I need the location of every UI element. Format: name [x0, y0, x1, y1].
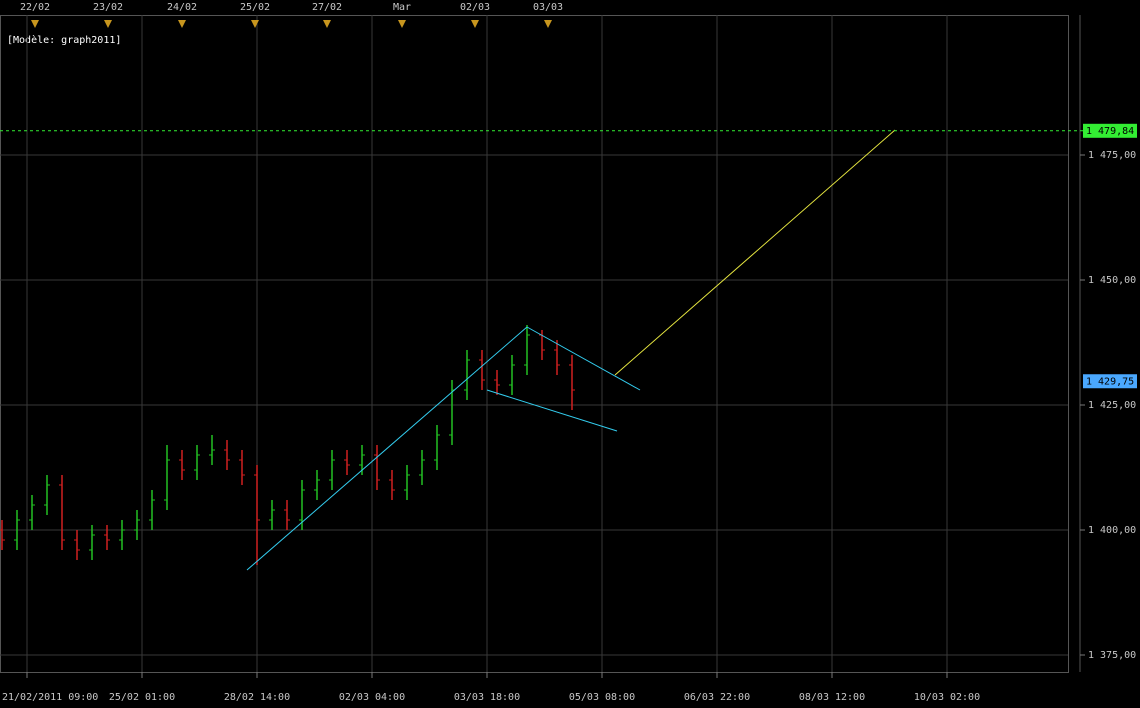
x2-tick-label: 24/02 [167, 2, 197, 13]
x-tick-label: 25/02 01:00 [109, 692, 175, 703]
x-tick-label: 08/03 12:00 [799, 692, 865, 703]
y-tick-label: 1 375,00 [1088, 650, 1136, 661]
trend-line [246, 326, 528, 571]
x2-tick-label: Mar [393, 2, 411, 13]
y-tick-label: 1 400,00 [1088, 525, 1136, 536]
event-marker [178, 20, 186, 28]
y-tick-label: 1 475,00 [1088, 150, 1136, 161]
x-tick-label: 28/02 14:00 [224, 692, 290, 703]
x-tick-label: 05/03 08:00 [569, 692, 635, 703]
x2-tick-label: 23/02 [93, 2, 123, 13]
x2-tick-label: 27/02 [312, 2, 342, 13]
event-marker [398, 20, 406, 28]
x2-tick-label: 03/03 [533, 2, 563, 13]
price-level-label: 1 479,84 [1086, 126, 1134, 137]
price-level-box [1083, 123, 1137, 138]
x-tick-label: 02/03 04:00 [339, 692, 405, 703]
price-level-box [1083, 374, 1137, 389]
trend-line [486, 389, 618, 432]
price-level-label: 1 429,75 [1086, 376, 1134, 387]
model-label: [Modèle: graph2011] [7, 34, 121, 46]
event-marker [544, 20, 552, 28]
y-tick-label: 1 450,00 [1088, 275, 1136, 286]
x-tick-label: 03/03 18:00 [454, 692, 520, 703]
plot-frame [0, 15, 1069, 673]
event-marker [251, 20, 259, 28]
y-tick-label: 1 425,00 [1088, 400, 1136, 411]
event-marker [104, 20, 112, 28]
trend-line [526, 326, 641, 391]
trend-line [614, 129, 896, 376]
x2-tick-label: 22/02 [20, 2, 50, 13]
x-tick-label: 10/03 02:00 [914, 692, 980, 703]
x2-tick-label: 25/02 [240, 2, 270, 13]
x-tick-label: 06/03 22:00 [684, 692, 750, 703]
event-marker [323, 20, 331, 28]
x2-tick-label: 02/03 [460, 2, 490, 13]
x-tick-label: 21/02/2011 09:00 [2, 692, 98, 703]
event-marker [471, 20, 479, 28]
event-marker [31, 20, 39, 28]
